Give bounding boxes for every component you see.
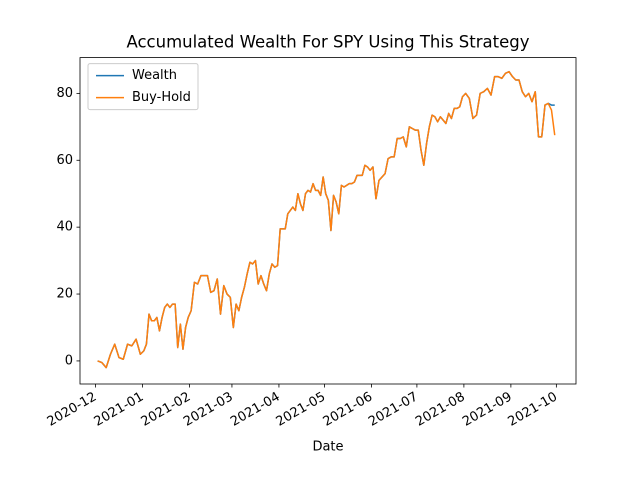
- x-tick-label: 2021-07: [366, 390, 421, 430]
- y-tick-label: 20: [56, 287, 73, 302]
- y-tick-label: 40: [56, 220, 73, 235]
- legend-label: Wealth: [132, 68, 177, 83]
- chart-title: Accumulated Wealth For SPY Using This St…: [126, 33, 529, 52]
- x-axis-label: Date: [312, 440, 343, 455]
- plot-frame: [79, 57, 577, 385]
- x-tick-label: 2021-09: [460, 390, 515, 430]
- x-tick-label: 2020-12: [45, 390, 100, 430]
- legend-label: Buy-Hold: [132, 90, 191, 105]
- x-tick-label: 2021-05: [274, 390, 329, 430]
- y-tick-label: 60: [56, 153, 73, 168]
- x-tick-label: 2021-08: [413, 390, 468, 430]
- x-tick-label: 2021-03: [181, 390, 236, 430]
- y-tick-label: 80: [56, 86, 73, 101]
- x-tick-label: 2021-04: [228, 390, 283, 430]
- x-tick-label: 2021-10: [506, 390, 561, 430]
- series-line: [97, 70, 555, 369]
- x-tick-label: 2021-06: [321, 390, 376, 430]
- y-tick-label: 0: [65, 353, 73, 368]
- x-tick-label: 2021-01: [92, 390, 147, 430]
- series-line: [97, 70, 556, 369]
